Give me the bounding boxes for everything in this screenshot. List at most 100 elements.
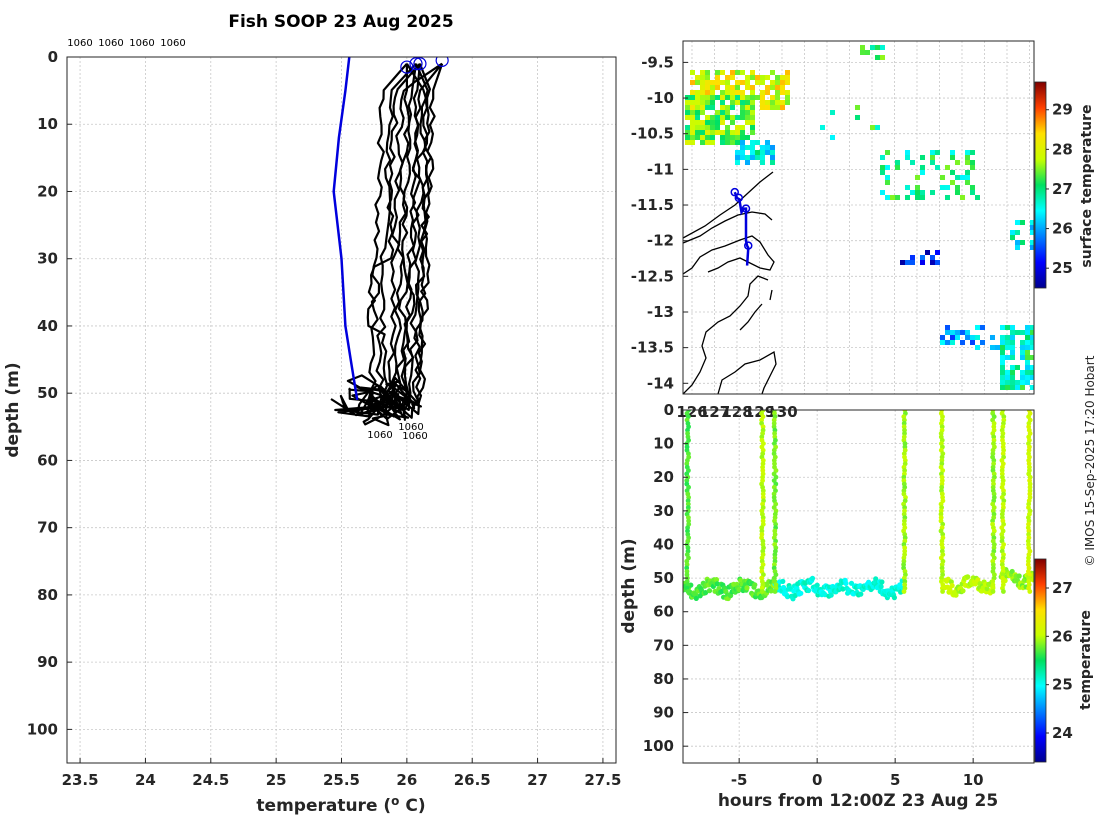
sst-pixel bbox=[945, 330, 950, 335]
sst-pixel bbox=[690, 135, 695, 140]
temperature-point bbox=[760, 538, 766, 544]
sst-pixel bbox=[700, 105, 705, 110]
temperature-point bbox=[809, 575, 816, 582]
sst-pixel bbox=[725, 105, 730, 110]
sst-pixel bbox=[745, 155, 750, 160]
sst-pixel bbox=[740, 100, 745, 105]
sst-pixel bbox=[765, 140, 770, 145]
y-tick-label: 20 bbox=[37, 182, 58, 200]
y-tick-label: 80 bbox=[37, 586, 58, 604]
sst-pixel bbox=[765, 90, 770, 95]
sst-pixel bbox=[1030, 385, 1034, 390]
sst-pixel bbox=[910, 260, 915, 265]
sst-pixel bbox=[740, 130, 745, 135]
sst-pixel bbox=[1020, 240, 1025, 245]
cast-id-label: 1060 bbox=[402, 431, 427, 442]
cast-start-marker bbox=[409, 57, 423, 71]
temperature-point bbox=[848, 580, 855, 586]
sst-pixel bbox=[1005, 375, 1010, 380]
cast-id-label: 1060 bbox=[160, 38, 185, 49]
temperature-point bbox=[1027, 589, 1033, 594]
sst-pixel bbox=[765, 75, 770, 80]
sst-pixel bbox=[880, 165, 885, 170]
sst-pixel bbox=[690, 115, 695, 120]
sst-pixel bbox=[750, 150, 755, 155]
sst-pixel bbox=[925, 250, 930, 255]
temperature-point bbox=[1000, 501, 1006, 507]
sst-pixel bbox=[935, 260, 940, 265]
sst-pixel bbox=[880, 155, 885, 160]
sst-pixel bbox=[710, 135, 715, 140]
sst-pixel bbox=[705, 100, 710, 105]
sst-pixel bbox=[760, 160, 765, 165]
temperature-point bbox=[771, 447, 777, 453]
x-axis-label-superscript: o bbox=[391, 794, 399, 808]
temperature-point bbox=[760, 474, 765, 480]
sst-pixel bbox=[765, 100, 770, 105]
sst-pixel bbox=[1030, 365, 1034, 370]
sst-pixel bbox=[700, 120, 705, 125]
sst-pixel bbox=[870, 125, 875, 130]
sst-pixel bbox=[785, 80, 790, 85]
sst-pixel bbox=[705, 130, 710, 135]
sst-pixel bbox=[720, 130, 725, 135]
temperature-point bbox=[759, 434, 765, 440]
sst-pixel bbox=[970, 160, 975, 165]
sst-pixel bbox=[700, 130, 705, 135]
sst-pixel bbox=[755, 80, 760, 85]
temperature-point bbox=[939, 562, 945, 567]
sst-pixel bbox=[745, 135, 750, 140]
sst-pixel bbox=[750, 120, 755, 125]
sst-pixel bbox=[685, 100, 690, 105]
sst-pixel bbox=[940, 340, 945, 345]
sst-pixel bbox=[755, 155, 760, 160]
sst-pixel bbox=[700, 80, 705, 85]
temperature-point bbox=[879, 579, 885, 585]
sst-pixel bbox=[745, 160, 750, 165]
sst-pixel bbox=[690, 80, 695, 85]
sst-pixel bbox=[750, 145, 755, 150]
temperature-point bbox=[902, 518, 907, 524]
sst-pixel bbox=[1020, 340, 1025, 345]
map-grid bbox=[683, 41, 1034, 394]
sst-pixel bbox=[980, 325, 985, 330]
sst-pixel bbox=[740, 155, 745, 160]
sst-pixel bbox=[1030, 325, 1034, 330]
temperature-point bbox=[1026, 555, 1031, 561]
sst-pixel bbox=[725, 115, 730, 120]
sst-pixel bbox=[775, 75, 780, 80]
temperature-point bbox=[744, 585, 750, 591]
y-tick-label: 100 bbox=[27, 720, 58, 738]
y-tick-label: 40 bbox=[37, 317, 58, 335]
sst-pixel bbox=[710, 120, 715, 125]
sst-pixel bbox=[1010, 350, 1015, 355]
sst-pixel bbox=[1030, 345, 1034, 350]
sst-pixel bbox=[720, 135, 725, 140]
temperature-point bbox=[771, 575, 777, 581]
coastline-segment bbox=[683, 171, 774, 239]
map-x-tick-label: 127 bbox=[699, 403, 730, 421]
sst-pixel bbox=[695, 115, 700, 120]
sst-pixel bbox=[735, 95, 740, 100]
map-y-tick-label: -9.5 bbox=[641, 53, 674, 71]
temperature-point bbox=[902, 427, 907, 433]
sst-pixel bbox=[860, 50, 865, 55]
sst-pixel bbox=[740, 125, 745, 130]
temperature-point bbox=[901, 474, 907, 480]
sst-pixel bbox=[760, 150, 765, 155]
sst-pixel bbox=[705, 75, 710, 80]
sst-pixel bbox=[725, 75, 730, 80]
sst-pixel bbox=[785, 95, 790, 100]
sst-pixel bbox=[745, 120, 750, 125]
sst-pixel bbox=[760, 145, 765, 150]
sst-pixel bbox=[775, 90, 780, 95]
sst-pixel bbox=[730, 90, 735, 95]
temperature-point bbox=[991, 491, 997, 497]
sst-pixel bbox=[705, 115, 710, 120]
sst-pixel bbox=[1010, 385, 1015, 390]
temperature-colorbar-ticks: 24 25 26 27 bbox=[1046, 579, 1073, 742]
sst-pixel bbox=[820, 125, 825, 130]
y-tick-label: 10 bbox=[37, 115, 58, 133]
sst-pixel bbox=[770, 105, 775, 110]
